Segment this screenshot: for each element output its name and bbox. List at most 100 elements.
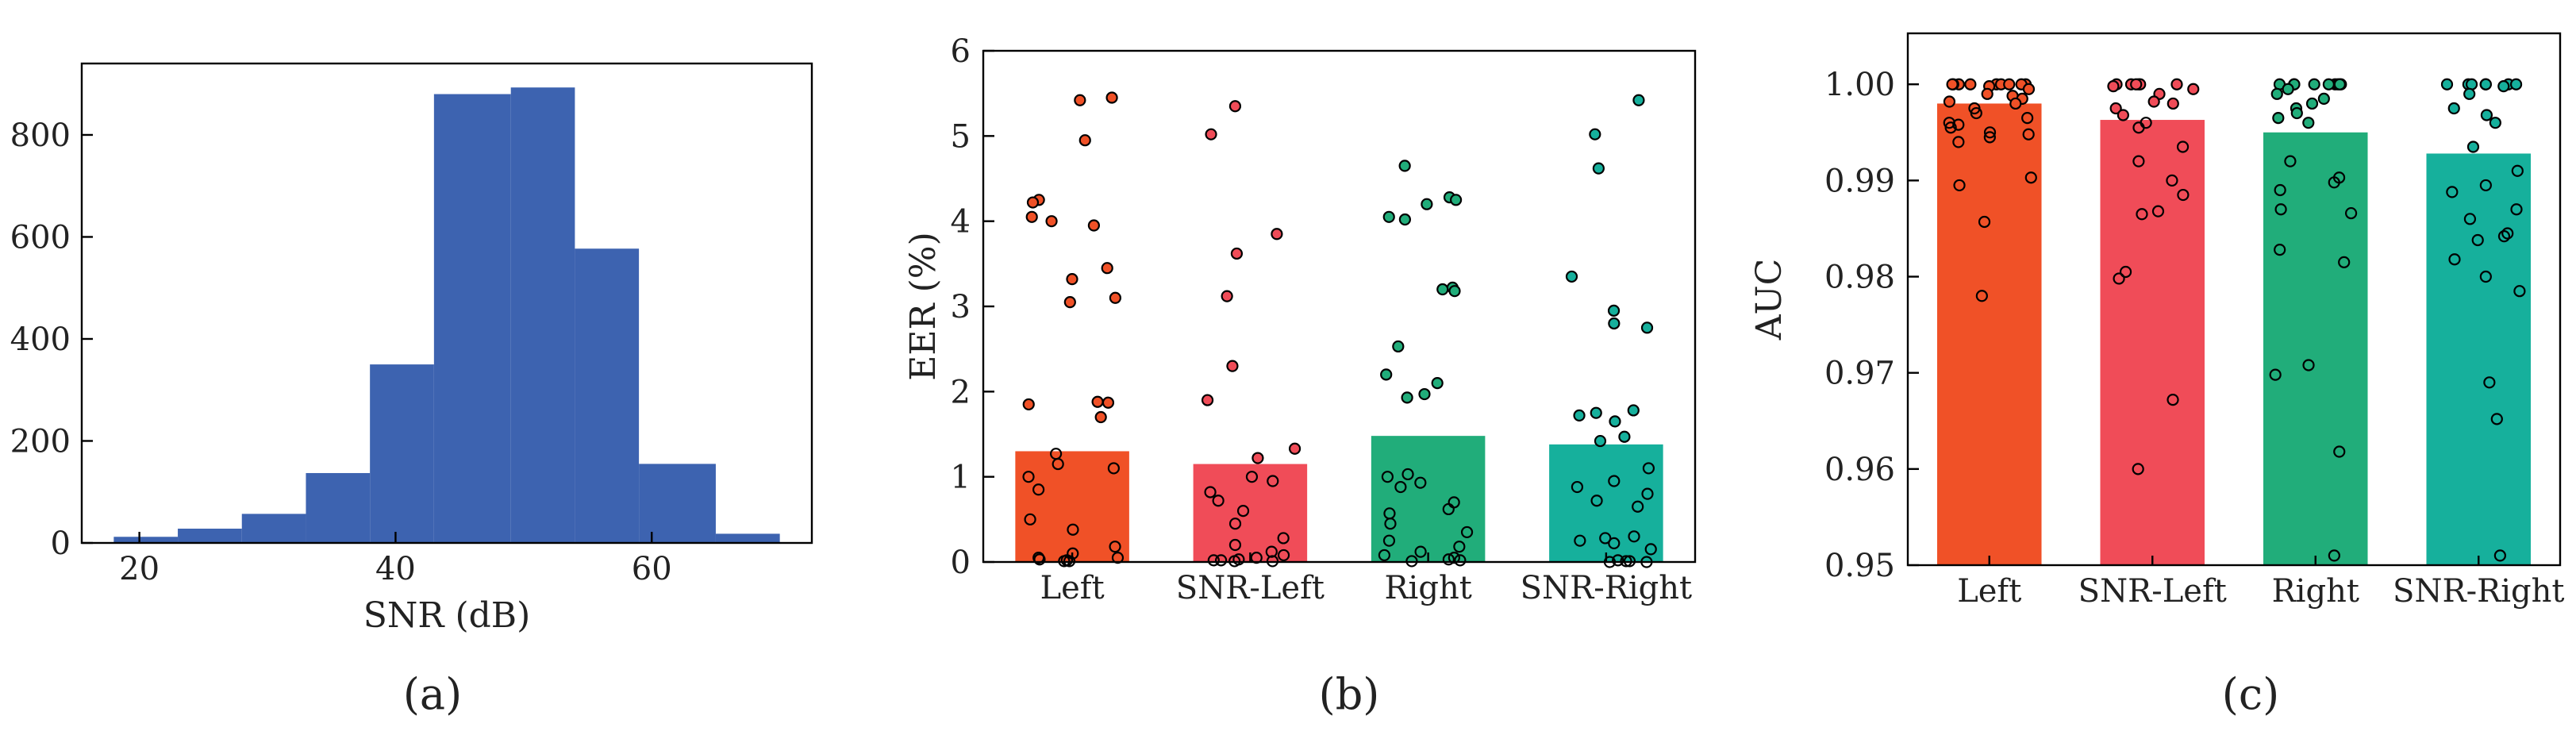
point-right-2 (1449, 194, 1463, 206)
point-right-7 (1436, 283, 1449, 296)
point-left-6 (1964, 78, 1977, 90)
bar-right (2263, 132, 2368, 565)
point-left-20 (1032, 483, 1045, 496)
histogram-bar-7 (575, 248, 640, 543)
bar-snr-right (1549, 444, 1663, 562)
point-snr-right-21 (2448, 253, 2461, 266)
point-right-29 (1454, 554, 1467, 567)
point-right-24 (2338, 256, 2351, 268)
point-right-17 (1394, 480, 1407, 494)
point-snr-left-5 (1226, 360, 1239, 372)
point-snr-left-21 (2119, 265, 2132, 279)
point-left-14 (1943, 95, 1956, 108)
y-tick-label-6: 6 (951, 33, 971, 70)
point-snr-left-10 (2167, 97, 2179, 110)
point-right-15 (1381, 471, 1394, 483)
point-snr-left-23 (2167, 394, 2179, 406)
point-left-10 (1109, 291, 1121, 304)
point-left-0 (1105, 91, 1118, 104)
point-right-23 (2274, 244, 2286, 256)
bar-snr-left (1193, 464, 1308, 562)
point-right-4 (1382, 210, 1395, 223)
panel-label-b: (b) (1319, 669, 1380, 719)
histogram-bar-6 (510, 87, 575, 543)
point-snr-right-21 (1574, 534, 1586, 547)
point-right-26 (1378, 548, 1391, 562)
point-left-22 (1983, 126, 1997, 139)
point-snr-right-20 (1599, 532, 1612, 545)
point-snr-left-10 (1267, 475, 1279, 487)
y-tick-label-0-97: 0.97 (1824, 356, 1895, 392)
point-snr-right-19 (2497, 230, 2511, 243)
x-tick-label-left: Left (1040, 570, 1105, 606)
point-snr-right-19 (1628, 530, 1640, 543)
point-left-1 (1074, 94, 1086, 106)
point-left-15 (1094, 410, 1107, 424)
y-tick-label-1-00: 1.00 (1824, 67, 1895, 103)
point-right-10 (2270, 87, 2283, 100)
point-snr-left-12 (1212, 495, 1225, 507)
x-tick-label-60: 60 (632, 551, 672, 587)
x-tick-label-right: Right (2272, 573, 2359, 610)
point-snr-right-16 (1641, 487, 1654, 500)
point-snr-right-2 (2465, 78, 2478, 90)
histogram-bar-1 (178, 529, 242, 543)
point-left-19 (1022, 471, 1035, 483)
histogram-bar-8 (639, 464, 716, 543)
point-snr-left-13 (1236, 504, 1250, 518)
point-right-26 (2269, 368, 2282, 381)
point-left-8 (1101, 262, 1113, 275)
point-right-19 (2328, 176, 2340, 189)
point-left-26 (2024, 171, 2037, 184)
point-snr-right-24 (2483, 376, 2496, 389)
y-tick-label-0-99: 0.99 (1824, 163, 1895, 199)
bar-left (1015, 451, 1129, 562)
point-snr-right-5 (2479, 78, 2492, 90)
y-tick-label-4: 4 (951, 204, 971, 241)
point-snr-left-0 (1228, 100, 1242, 113)
point-snr-left-17 (2166, 174, 2178, 187)
point-right-27 (2333, 445, 2346, 458)
point-right-10 (1380, 368, 1393, 381)
point-left-6 (1045, 215, 1058, 228)
point-right-11 (1431, 377, 1444, 390)
point-left-5 (1946, 78, 1959, 90)
point-left-2 (1078, 134, 1091, 147)
point-snr-right-12 (1594, 434, 1607, 448)
point-right-8 (2333, 78, 2346, 90)
x-tick-label-40: 40 (375, 551, 416, 587)
point-snr-left-12 (2117, 109, 2129, 121)
point-right-25 (1414, 545, 1427, 558)
point-left-7 (1087, 219, 1101, 232)
point-snr-right-22 (1608, 537, 1621, 549)
point-left-25 (1952, 136, 1965, 148)
point-snr-right-11 (2489, 117, 2501, 129)
point-snr-left-9 (1245, 471, 1259, 483)
point-right-12 (1418, 387, 1431, 401)
histogram-bar-5 (433, 94, 511, 543)
point-snr-left-15 (2176, 140, 2190, 153)
point-left-10 (2022, 83, 2036, 95)
point-snr-right-25 (2490, 413, 2503, 425)
x-tick-label-right: Right (1384, 570, 1471, 606)
point-snr-right-10 (1609, 415, 1621, 428)
point-snr-left-22 (1207, 554, 1220, 567)
point-snr-right-12 (2466, 140, 2480, 153)
point-snr-right-6 (2509, 78, 2523, 90)
point-right-0 (1398, 160, 1411, 172)
point-snr-right-9 (1573, 409, 1586, 421)
y-tick-label-800: 800 (10, 117, 71, 154)
point-left-14 (1022, 398, 1035, 411)
y-tick-label-1: 1 (951, 460, 971, 496)
point-right-28 (1442, 553, 1455, 566)
y-tick-label-400: 400 (10, 321, 71, 358)
point-right-22 (1460, 525, 1474, 539)
point-snr-right-14 (2479, 179, 2492, 192)
point-snr-right-20 (2471, 233, 2484, 247)
point-left-11 (1981, 87, 1994, 100)
point-snr-left-18 (2177, 188, 2190, 202)
point-snr-right-15 (2446, 186, 2459, 198)
y-tick-label-5: 5 (951, 118, 971, 155)
point-snr-right-9 (2447, 102, 2460, 115)
point-snr-right-8 (2463, 87, 2476, 100)
